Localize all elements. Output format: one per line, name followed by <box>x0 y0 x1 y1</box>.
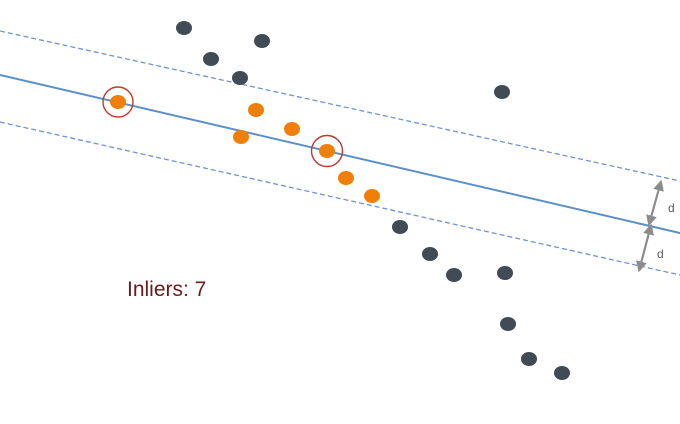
upper-threshold-line <box>0 30 680 182</box>
inlier-point <box>284 122 300 136</box>
fitted-model-line <box>0 74 680 234</box>
inlier-points <box>110 95 380 203</box>
inlier-point <box>248 103 264 117</box>
outlier-point <box>176 21 192 35</box>
lower-threshold-line <box>0 121 680 276</box>
outlier-point <box>497 266 513 280</box>
outlier-point <box>232 71 248 85</box>
outlier-point <box>521 352 537 366</box>
distance-arrow-upper <box>646 179 664 227</box>
inlier-point <box>233 130 249 144</box>
outlier-point <box>494 85 510 99</box>
inlier-point <box>338 171 354 185</box>
outlier-points <box>176 21 570 380</box>
distance-arrow-lower <box>636 223 654 273</box>
inlier-point <box>110 95 126 109</box>
outlier-point <box>554 366 570 380</box>
outlier-point <box>203 52 219 66</box>
outlier-point <box>392 220 408 234</box>
outlier-point <box>254 34 270 48</box>
sample-ring <box>310 134 344 168</box>
sample-ring <box>102 86 134 118</box>
distance-label-lower: d <box>657 247 664 261</box>
inlier-point <box>364 189 380 203</box>
outlier-point <box>446 268 462 282</box>
distance-label-upper: d <box>668 201 675 215</box>
outlier-point <box>422 247 438 261</box>
outlier-point <box>500 317 516 331</box>
inlier-point <box>319 144 335 158</box>
inliers-count-label: Inliers: 7 <box>127 278 206 301</box>
